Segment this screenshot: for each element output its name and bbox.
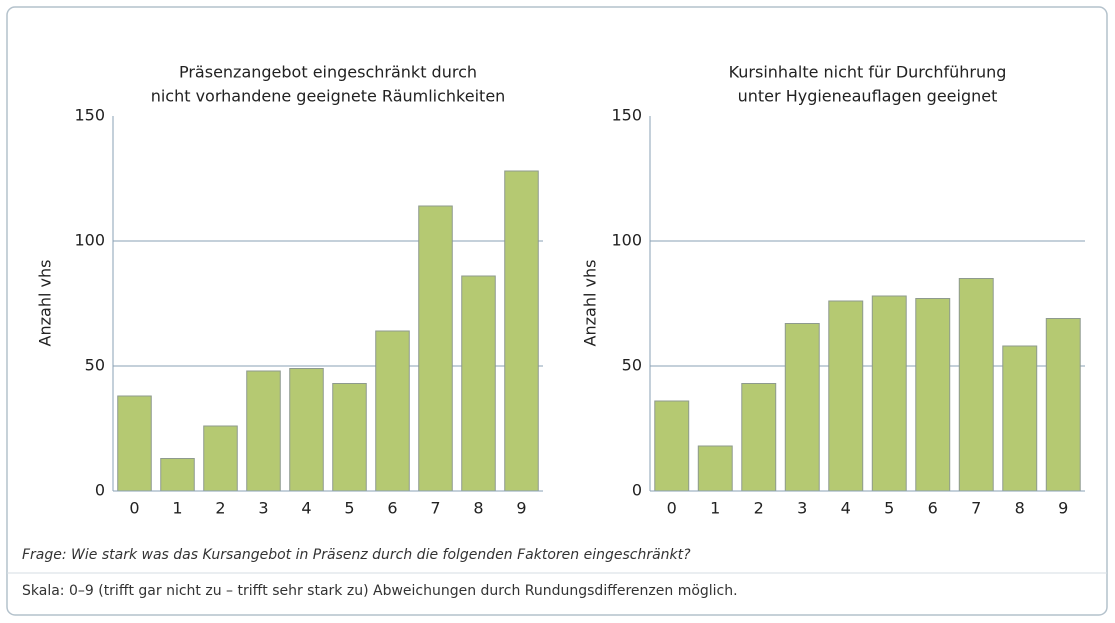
bar [654,400,690,492]
bar [117,395,152,492]
y-axis-label: Anzahl vhs [36,260,55,347]
y-tick-label: 0 [95,481,105,500]
x-tick-label: 1 [172,499,182,518]
x-tick-label: 0 [667,499,677,518]
x-tick-label: 5 [344,499,354,518]
x-tick-label: 3 [258,499,268,518]
bar [375,330,410,492]
bar [958,278,994,492]
x-tick-label: 4 [301,499,311,518]
bar [203,425,238,492]
bar [160,458,195,492]
x-tick-label: 0 [129,499,139,518]
x-tick-label: 7 [971,499,981,518]
scale-note: Skala: 0–9 (trifft gar nicht zu – trifft… [22,583,738,599]
y-tick-label: 150 [611,106,642,125]
x-tick-label: 3 [797,499,807,518]
x-tick-label: 9 [516,499,526,518]
bar [871,295,907,492]
bar [697,445,733,492]
x-tick-label: 2 [754,499,764,518]
bar [332,383,367,492]
bar [741,383,777,492]
bar [504,170,539,492]
x-tick-label: 8 [473,499,483,518]
bar [1002,345,1038,492]
x-tick-label: 6 [387,499,397,518]
bar [784,323,820,492]
chart-title: Kursinhalte nicht für Durchführung [729,63,1007,82]
chart-title: unter Hygieneauflagen geeignet [738,87,998,106]
x-tick-label: 6 [928,499,938,518]
x-tick-label: 4 [841,499,851,518]
y-tick-label: 50 [85,356,105,375]
y-tick-label: 50 [622,356,642,375]
x-tick-label: 7 [430,499,440,518]
bar [461,275,496,492]
question-note: Frage: Wie stark was das Kursangebot in … [22,547,691,563]
chart-title: nicht vorhandene geeignete Räumlichkeite… [151,87,506,106]
x-tick-label: 9 [1058,499,1068,518]
x-tick-label: 2 [215,499,225,518]
frame [6,6,1108,616]
x-tick-label: 5 [884,499,894,518]
bar [418,205,453,492]
y-tick-label: 100 [611,231,642,250]
bar [1045,318,1081,492]
bar [289,368,324,492]
y-tick-label: 0 [632,481,642,500]
bar [915,298,951,492]
bar [828,300,864,492]
y-axis-label: Anzahl vhs [581,260,600,347]
y-tick-label: 150 [74,106,105,125]
bar [246,370,281,492]
y-tick-label: 100 [74,231,105,250]
x-tick-label: 1 [710,499,720,518]
x-tick-label: 8 [1015,499,1025,518]
chart-title: Präsenzangebot eingeschränkt durch [179,63,477,82]
